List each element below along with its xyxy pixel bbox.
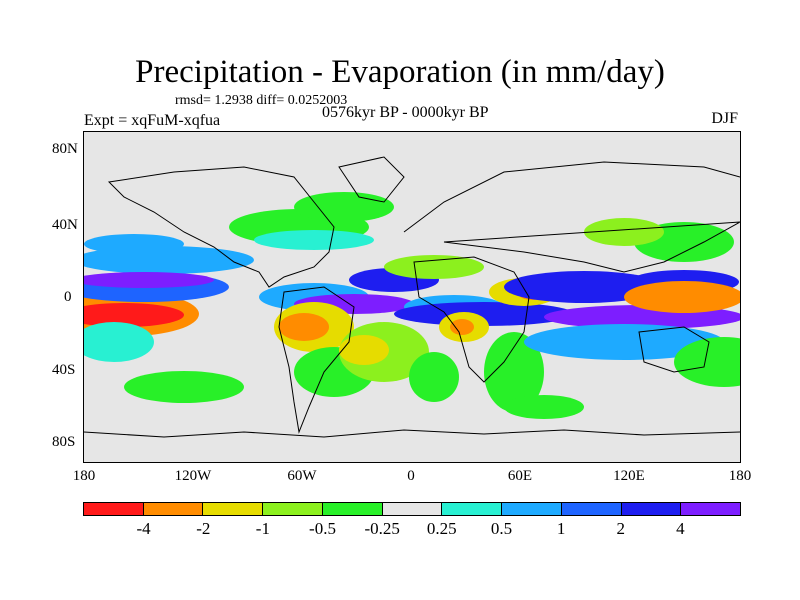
colorbar-box (143, 503, 204, 515)
lon-tick-0: 0 (407, 468, 415, 484)
lat-tick-0: 0 (64, 289, 72, 305)
colorbar-label: 1 (556, 519, 566, 538)
lat-tick-80s: 80S (52, 434, 76, 450)
field-blob (124, 371, 244, 403)
field-blob (84, 234, 184, 254)
lon-tick-60w: 60W (287, 468, 317, 484)
field-blob (394, 302, 574, 326)
colorbar-box (621, 503, 682, 515)
coastline-eurasia (403, 161, 740, 273)
field-blob (84, 272, 214, 288)
map-panel (83, 131, 741, 463)
lon-tick-120e: 120E (613, 468, 645, 484)
lat-tick-40s: 40S (52, 362, 76, 378)
field-blob (524, 324, 724, 360)
colorbar-label: -4 (136, 519, 151, 538)
period-label: 0576kyr BP - 0000kyr BP (322, 104, 489, 121)
coastline-australia (638, 326, 710, 373)
field-blob (84, 303, 184, 327)
field-blob (409, 352, 459, 402)
colorbar (83, 502, 741, 516)
field-blob (450, 319, 474, 335)
colorbar-box (84, 503, 144, 515)
colorbar-label: -0.25 (364, 519, 400, 538)
colorbar-label: -1 (255, 519, 270, 538)
lon-tick-180e: 180 (728, 468, 752, 484)
colorbar-box (502, 503, 562, 515)
field-blob (504, 395, 584, 419)
coastline-africa (413, 256, 530, 383)
field-blob (254, 230, 374, 250)
field-blob (84, 322, 154, 362)
colorbar-label: 2 (616, 519, 625, 538)
lat-tick-40n: 40N (52, 217, 78, 233)
colorbar-box (681, 503, 741, 515)
pe-field (84, 156, 740, 438)
lon-tick-120w: 120W (174, 468, 212, 484)
field-blob (279, 313, 329, 341)
field-blob (504, 271, 664, 303)
colorbar-box (322, 503, 383, 515)
colorbar-box (561, 503, 622, 515)
colorbar-label: -2 (196, 519, 211, 538)
field-blob (624, 281, 740, 313)
coastline-south-america (278, 286, 355, 434)
field-blob (384, 255, 484, 279)
experiment-label: Expt = xqFuM-xqfua (84, 112, 221, 129)
colorbar-label: 0.25 (426, 519, 457, 538)
colorbar-box (382, 503, 443, 515)
lon-tick-60e: 60E (507, 468, 533, 484)
colorbar-box (263, 503, 323, 515)
field-blob (339, 335, 389, 365)
colorbar-box (203, 503, 264, 515)
colorbar-box (442, 503, 503, 515)
lon-tick-180w: 180 (72, 468, 96, 484)
field-blob (584, 218, 664, 246)
colorbar-label: -0.5 (309, 519, 336, 538)
colorbar-label: 0.5 (490, 519, 513, 538)
colorbar-label: 4 (676, 519, 685, 538)
coastline-antarctica (84, 429, 740, 438)
figure-title: Precipitation - Evaporation (in mm/day) (135, 54, 665, 90)
stats-label: rmsd= 1.2938 diff= 0.0252003 (175, 93, 348, 108)
season-label: DJF (711, 110, 738, 127)
coastline-greenland (338, 156, 405, 203)
field-blob (484, 332, 544, 412)
coastline-north-america (107, 166, 335, 288)
field-blob (674, 337, 740, 387)
lat-tick-80n: 80N (52, 141, 78, 157)
